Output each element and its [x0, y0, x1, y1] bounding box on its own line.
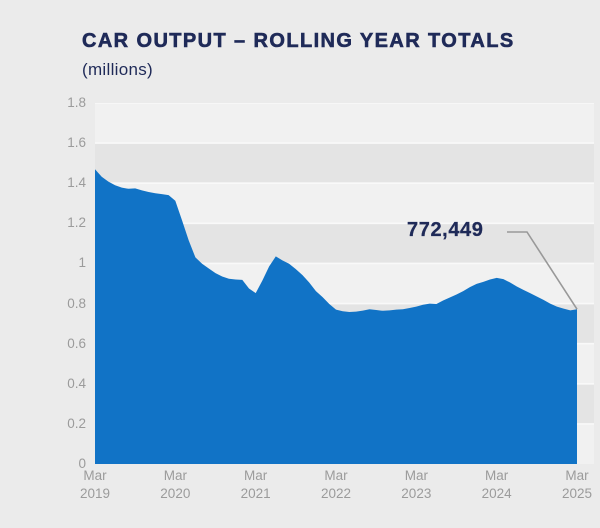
plot-area [95, 103, 594, 464]
chart-subtitle: (millions) [82, 60, 153, 79]
plot-band [95, 103, 594, 144]
car-output-area-series [95, 169, 577, 464]
y-axis-label: 1 [78, 255, 86, 271]
latest-value-annotation: 772,449 [407, 219, 484, 241]
y-axis-label: 0.4 [67, 375, 86, 391]
y-axis-label: 0.8 [67, 295, 86, 311]
y-axis-label: 1.4 [67, 175, 86, 191]
x-axis-label-month: Mar [83, 468, 107, 483]
x-axis-label: Mar 2025 [542, 467, 600, 503]
y-axis-label: 0.6 [67, 335, 86, 351]
x-axis-label-month: Mar [565, 468, 589, 483]
x-axis-label: Mar 2020 [140, 467, 210, 503]
y-axis-label: 1.8 [67, 95, 86, 110]
x-axis-label-month: Mar [404, 468, 428, 483]
x-axis-label-year: 2020 [160, 486, 191, 501]
x-axis-label: Mar 2024 [462, 467, 532, 503]
y-axis-label: 0 [78, 456, 86, 471]
x-axis-label: Mar 2022 [301, 467, 371, 503]
x-axis-label: Mar 2023 [381, 467, 451, 503]
car-output-area-chart [95, 103, 594, 464]
x-axis-label-year: 2025 [561, 486, 593, 501]
plot-band [95, 143, 594, 184]
x-axis-label-month: Mar [324, 468, 348, 483]
y-axis-label: 1.6 [67, 135, 86, 151]
x-axis-label-year: 2024 [481, 486, 512, 501]
x-axis-label-year: 2021 [240, 486, 271, 501]
x-axis-label-year: 2023 [401, 486, 432, 501]
x-axis-label: Mar 2019 [60, 467, 130, 503]
x-axis-label-month: Mar [485, 468, 509, 483]
x-axis-label-month: Mar [163, 468, 187, 483]
x-axis-label-month: Mar [244, 468, 268, 483]
chart-title: CAR OUTPUT – ROLLING YEAR TOTALS [82, 30, 515, 53]
x-axis-label-year: 2022 [320, 486, 352, 501]
annotation-callout-line [507, 231, 578, 310]
x-axis-label-year: 2019 [79, 486, 111, 501]
x-axis-label: Mar 2021 [221, 467, 291, 503]
y-axis-label: 1.2 [67, 215, 86, 231]
y-axis-label: 0.2 [67, 415, 86, 431]
